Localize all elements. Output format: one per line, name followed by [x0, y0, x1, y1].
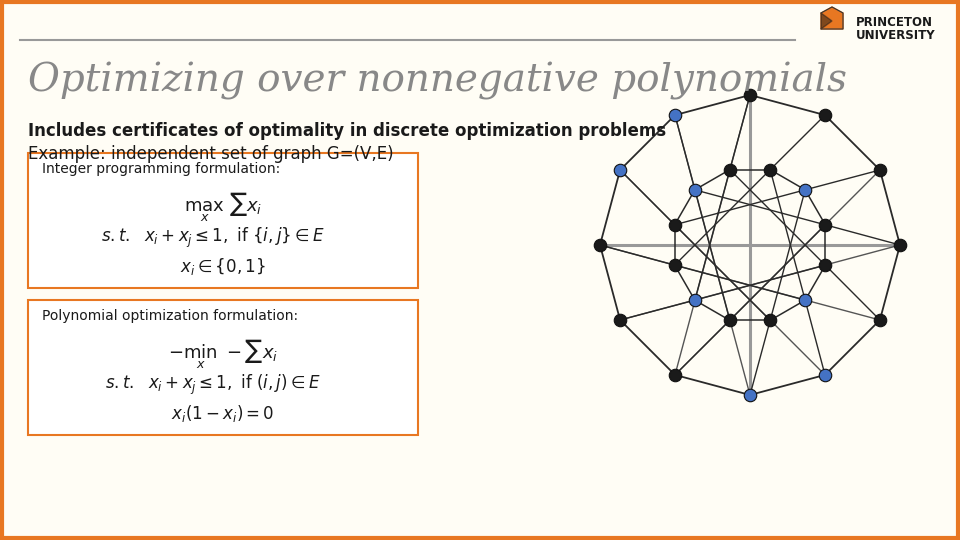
Text: $\underset{x}{\max}\ \sum x_i$: $\underset{x}{\max}\ \sum x_i$: [184, 191, 262, 225]
FancyBboxPatch shape: [28, 153, 418, 288]
Text: Example: independent set of graph G=(V,E): Example: independent set of graph G=(V,E…: [28, 145, 394, 163]
Polygon shape: [821, 13, 832, 29]
Text: Optimizing over nonnegative polynomials: Optimizing over nonnegative polynomials: [28, 62, 847, 100]
Text: $x_i \in \{0,1\}$: $x_i \in \{0,1\}$: [180, 256, 266, 277]
Text: $s.t.\ \ x_i + x_j \leq 1,\ \mathrm{if}\ \{i,j\} \in E$: $s.t.\ \ x_i + x_j \leq 1,\ \mathrm{if}\…: [101, 226, 324, 250]
Text: Includes certificates of optimality in discrete optimization problems: Includes certificates of optimality in d…: [28, 122, 666, 140]
Text: UNIVERSITY: UNIVERSITY: [856, 29, 936, 42]
Polygon shape: [821, 7, 843, 29]
Text: $x_i(1-x_i) = 0$: $x_i(1-x_i) = 0$: [171, 403, 275, 424]
Text: PRINCETON: PRINCETON: [856, 16, 933, 29]
Text: Polynomial optimization formulation:: Polynomial optimization formulation:: [42, 309, 299, 323]
Text: $s.t.\ \ x_i + x_j \leq 1,\ \mathrm{if}\ (i,j) \in E$: $s.t.\ \ x_i + x_j \leq 1,\ \mathrm{if}\…: [106, 373, 321, 397]
FancyBboxPatch shape: [28, 300, 418, 435]
Text: $-\underset{x}{\min}\ -\sum x_i$: $-\underset{x}{\min}\ -\sum x_i$: [168, 338, 278, 372]
Text: Integer programming formulation:: Integer programming formulation:: [42, 162, 280, 176]
